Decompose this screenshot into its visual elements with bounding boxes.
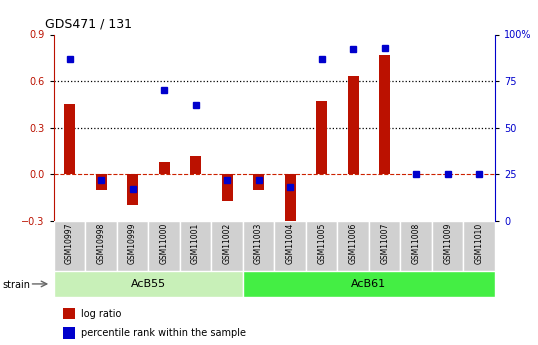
Text: GSM11006: GSM11006 [349, 223, 358, 264]
Text: GSM11002: GSM11002 [223, 223, 232, 264]
Bar [62, 327, 75, 339]
Text: GSM11005: GSM11005 [317, 223, 326, 264]
Bar [348, 77, 359, 174]
Text: GSM11001: GSM11001 [191, 223, 200, 264]
Bar [54, 271, 243, 297]
Bar [379, 55, 390, 174]
Bar [117, 221, 148, 271]
Text: GDS471 / 131: GDS471 / 131 [45, 18, 132, 31]
Bar [64, 104, 75, 174]
Bar [243, 221, 274, 271]
Bar [243, 271, 495, 297]
Text: GSM10998: GSM10998 [96, 223, 105, 264]
Bar [400, 221, 432, 271]
Text: GSM10999: GSM10999 [128, 223, 137, 264]
Bar [316, 101, 327, 174]
Text: AcB55: AcB55 [131, 279, 166, 289]
Bar [96, 174, 107, 190]
Text: GSM11003: GSM11003 [254, 223, 263, 264]
Text: AcB61: AcB61 [351, 279, 386, 289]
Text: GSM10997: GSM10997 [65, 223, 74, 264]
Bar [274, 221, 306, 271]
Bar [148, 221, 180, 271]
Text: GSM11000: GSM11000 [160, 223, 168, 264]
Bar [159, 162, 169, 174]
Text: log ratio: log ratio [81, 309, 122, 319]
Bar [306, 221, 337, 271]
Bar [190, 156, 201, 174]
Text: percentile rank within the sample: percentile rank within the sample [81, 328, 246, 338]
Text: GSM11009: GSM11009 [443, 223, 452, 264]
Bar [54, 221, 86, 271]
Bar [62, 308, 75, 319]
Text: GSM11007: GSM11007 [380, 223, 389, 264]
Bar [180, 221, 211, 271]
Bar [253, 174, 264, 190]
Bar [127, 174, 138, 205]
Bar [369, 221, 400, 271]
Bar [463, 221, 495, 271]
Text: GSM11008: GSM11008 [412, 223, 421, 264]
Bar [211, 221, 243, 271]
Bar [222, 174, 232, 201]
Text: strain: strain [3, 280, 31, 289]
Bar [285, 174, 296, 224]
Bar [337, 221, 369, 271]
Text: GSM11004: GSM11004 [286, 223, 295, 264]
Bar [432, 221, 463, 271]
Text: GSM11010: GSM11010 [475, 223, 484, 264]
Bar [86, 221, 117, 271]
